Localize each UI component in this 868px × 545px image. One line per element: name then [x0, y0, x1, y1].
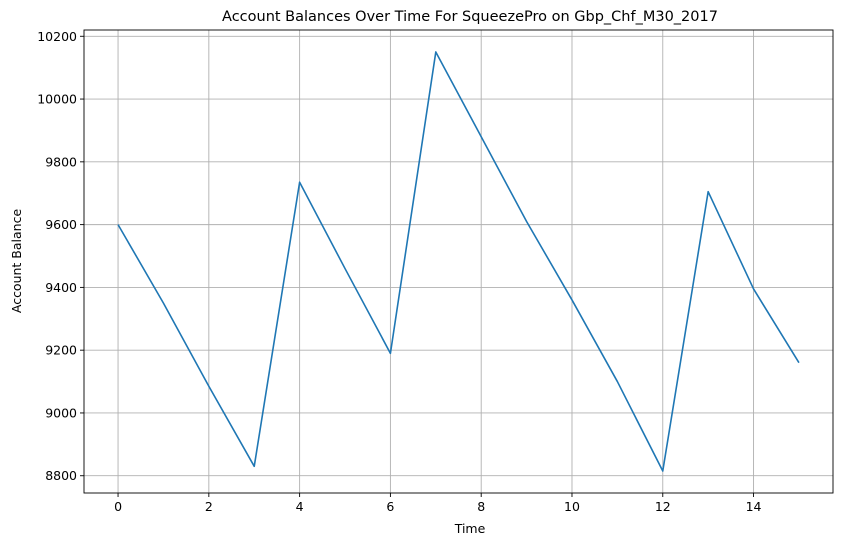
x-axis-label: Time: [454, 521, 486, 536]
chart-title: Account Balances Over Time For SqueezePr…: [222, 9, 718, 25]
x-tick-label: 0: [114, 499, 122, 514]
y-tick-label: 9600: [45, 217, 77, 232]
y-tick-label: 8800: [45, 468, 77, 483]
grid-lines: [84, 30, 833, 493]
x-tick-label: 14: [746, 499, 762, 514]
x-tick-label: 10: [564, 499, 580, 514]
y-tick-label: 9400: [45, 280, 77, 295]
y-tick-label: 10200: [37, 29, 77, 44]
x-tick-label: 12: [655, 499, 671, 514]
x-tick-label: 4: [296, 499, 304, 514]
y-tick-label: 9800: [45, 154, 77, 169]
series-layer: [117, 51, 800, 472]
y-tick-label: 9200: [45, 343, 77, 358]
x-tick-label: 2: [205, 499, 213, 514]
x-tick-label: 6: [386, 499, 394, 514]
plot-frame: [83, 29, 834, 494]
y-tick-label: 10000: [37, 92, 77, 107]
y-tick-label: 9000: [45, 405, 77, 420]
series-line-1: [117, 51, 800, 472]
y-axis-ticks: 8800 9000 9200 9400 9600 9800 10000 10200: [37, 29, 84, 483]
x-axis-ticks: 0 2 4 6 8 10 12 14: [114, 493, 762, 514]
x-tick-label: 8: [477, 499, 485, 514]
y-axis-label: Account Balance: [9, 209, 24, 314]
